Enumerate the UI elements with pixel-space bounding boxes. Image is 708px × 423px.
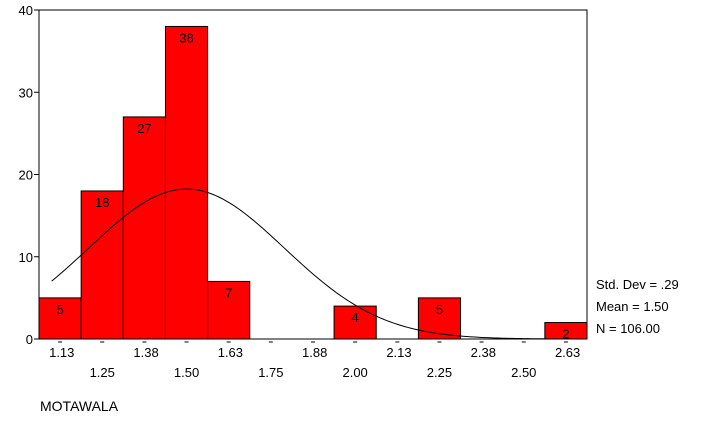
bar-count-label: 5 bbox=[436, 302, 443, 317]
x-tick-label: 1.75 bbox=[258, 365, 283, 380]
bar-count-label: 5 bbox=[56, 302, 63, 317]
stats-box: Std. Dev = .29 Mean = 1.50 N = 106.00 bbox=[596, 277, 679, 336]
mean-text: Mean = 1.50 bbox=[596, 299, 669, 314]
x-tick-label: 2.00 bbox=[342, 365, 367, 380]
y-axis: 0 10 20 30 40 bbox=[19, 3, 39, 347]
y-tick-label: 40 bbox=[19, 3, 33, 18]
x-tick-label: 1.88 bbox=[302, 345, 327, 360]
y-tick-label: 10 bbox=[19, 250, 33, 265]
x-tick-label: 1.38 bbox=[133, 345, 158, 360]
x-tick-label: 1.13 bbox=[49, 345, 74, 360]
histogram-bar bbox=[122, 116, 166, 340]
x-tick-label: 1.25 bbox=[90, 365, 115, 380]
histogram-bar bbox=[207, 280, 251, 340]
bar-labels-layer: 5 18 27 38 7 4 5 2 bbox=[56, 30, 569, 341]
bar-count-label: 18 bbox=[95, 195, 109, 210]
normal-curve bbox=[51, 188, 565, 340]
bar-count-label: 4 bbox=[352, 310, 359, 325]
bar-count-label: 7 bbox=[225, 285, 232, 300]
histogram-bar bbox=[164, 25, 209, 340]
x-tick-label: 2.50 bbox=[511, 365, 536, 380]
bar-count-label: 38 bbox=[179, 30, 193, 45]
y-tick-label: 0 bbox=[26, 332, 33, 347]
bar-count-label: 2 bbox=[562, 327, 569, 342]
x-tick-label: 2.25 bbox=[427, 365, 452, 380]
x-tick-label: 2.38 bbox=[471, 345, 496, 360]
histogram-bar bbox=[80, 190, 124, 340]
x-axis: 1.13 1.38 1.63 1.88 2.13 2.38 2.63 1.25 1.50 1.75… bbox=[49, 341, 580, 380]
bar-count-label: 27 bbox=[137, 121, 151, 136]
x-tick-label: 1.50 bbox=[174, 365, 199, 380]
x-tick-label: 1.63 bbox=[218, 345, 243, 360]
x-tick-label: 2.13 bbox=[386, 345, 411, 360]
x-tick-label: 2.63 bbox=[555, 345, 580, 360]
y-tick-label: 20 bbox=[19, 168, 33, 183]
std-dev-text: Std. Dev = .29 bbox=[596, 277, 679, 292]
bars-layer bbox=[38, 25, 588, 340]
variable-label: MOTAWALA bbox=[40, 398, 119, 414]
y-tick-label: 30 bbox=[19, 85, 33, 100]
n-text: N = 106.00 bbox=[596, 321, 660, 336]
histogram-bar bbox=[417, 297, 462, 340]
